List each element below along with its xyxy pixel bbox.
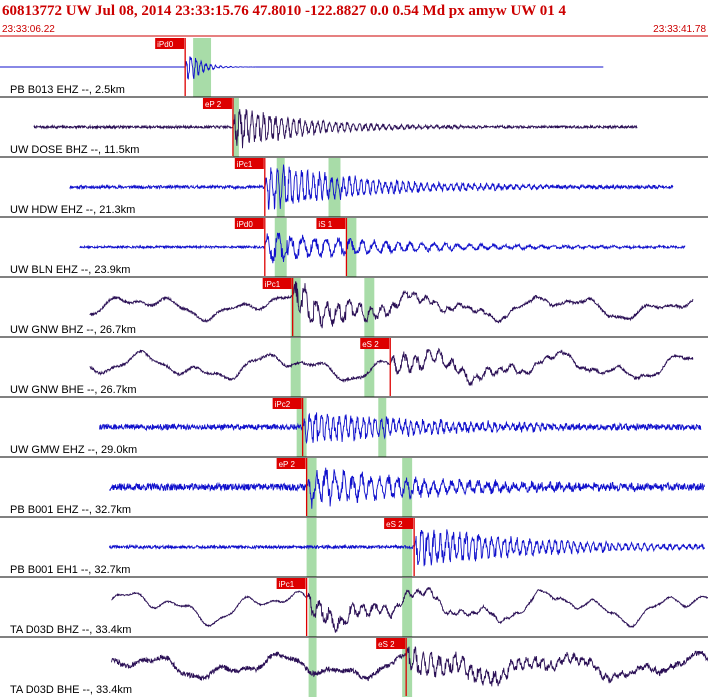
- pick-window: [346, 218, 357, 277]
- waveform-trace: [89, 347, 694, 387]
- phase-pick-flag[interactable]: [202, 98, 232, 109]
- station-channel-label: UW GNW BHE --, 26.7km: [10, 384, 137, 396]
- phase-pick-flag[interactable]: [155, 38, 185, 49]
- pick-window: [276, 158, 285, 217]
- waveform-trace: [111, 646, 708, 687]
- station-channel-label: TA D03D BHZ --, 33.4km: [10, 624, 131, 636]
- pick-window: [402, 578, 413, 637]
- phase-pick-flag[interactable]: [234, 158, 264, 169]
- station-channel-label: PB B001 EHZ --, 32.7km: [10, 504, 131, 516]
- waveform-trace: [0, 56, 604, 80]
- station-channel-label: UW DOSE BHZ --, 11.5km: [10, 144, 139, 156]
- phase-pick-flag[interactable]: [360, 338, 390, 349]
- pick-window: [274, 218, 287, 277]
- waveform-trace: [79, 232, 686, 264]
- station-channel-label: PB B013 EHZ --, 2.5km: [10, 84, 125, 96]
- phase-pick-label: eS 2: [386, 520, 403, 529]
- station-channel-label: UW GNW BHZ --, 26.7km: [10, 324, 136, 336]
- phase-pick-label: iPd0: [157, 40, 174, 49]
- pick-window: [306, 458, 317, 517]
- phase-pick-flag[interactable]: [376, 638, 406, 649]
- phase-pick-flag[interactable]: [316, 218, 346, 229]
- phase-pick-flag[interactable]: [276, 458, 306, 469]
- waveform-trace: [99, 412, 702, 444]
- start-time-label: 23:33:06.22: [2, 24, 55, 35]
- station-channel-label: TA D03D BHE --, 33.4km: [10, 684, 132, 696]
- phase-pick-flag[interactable]: [262, 278, 292, 289]
- pick-window: [232, 98, 239, 157]
- phase-pick-label: eP 2: [279, 460, 296, 469]
- pick-window: [290, 338, 301, 397]
- phase-pick-flag[interactable]: [234, 218, 264, 229]
- event-header-title: 60813772 UW Jul 08, 2014 23:33:15.76 47.…: [2, 3, 567, 19]
- waveform-trace: [89, 281, 694, 329]
- pick-window: [290, 278, 301, 337]
- phase-pick-label: eP 2: [205, 100, 222, 109]
- phase-pick-label: iS 1: [318, 220, 332, 229]
- phase-pick-label: iPc1: [237, 160, 253, 169]
- waveform-trace: [33, 108, 638, 149]
- phase-pick-label: eS 2: [378, 640, 395, 649]
- phase-pick-label: iPc1: [265, 280, 281, 289]
- pick-window: [402, 458, 413, 517]
- phase-pick-flag[interactable]: [384, 518, 414, 529]
- phase-pick-flag[interactable]: [276, 578, 306, 589]
- pick-window: [308, 578, 317, 637]
- pick-window: [328, 158, 341, 217]
- station-channel-label: UW BLN EHZ --, 23.9km: [10, 264, 130, 276]
- end-time-label: 23:33:41.78: [653, 24, 706, 35]
- phase-pick-label: iPd0: [237, 220, 254, 229]
- phase-pick-layer: iPd0 eP 2 iPc1 iPd0 iS 1 iPc1 eS 2 iPc2 eP 2 eS 2…: [155, 38, 415, 696]
- pick-window: [402, 638, 413, 697]
- waveform-trace: [109, 529, 706, 567]
- station-channel-label: UW HDW EHZ --, 21.3km: [10, 204, 135, 216]
- station-channel-label: UW GMW EHZ --, 29.0km: [10, 444, 137, 456]
- waveform-trace: [109, 467, 705, 509]
- waveform-layer: [0, 56, 708, 687]
- station-label-layer: PB B013 EHZ --, 2.5km UW DOSE BHZ --, 11.…: [0, 84, 708, 696]
- pick-window-layer: [193, 38, 413, 697]
- pick-window: [306, 518, 317, 577]
- phase-pick-label: iPc1: [279, 580, 295, 589]
- pick-window: [364, 278, 375, 337]
- waveform-trace: [111, 587, 708, 633]
- waveform-trace: [69, 164, 674, 210]
- pick-window: [308, 638, 317, 697]
- pick-window: [364, 338, 375, 397]
- phase-pick-flag[interactable]: [272, 398, 302, 409]
- station-channel-label: PB B001 EH1 --, 32.7km: [10, 564, 130, 576]
- phase-pick-label: iPc2: [275, 400, 291, 409]
- phase-pick-label: eS 2: [362, 340, 379, 349]
